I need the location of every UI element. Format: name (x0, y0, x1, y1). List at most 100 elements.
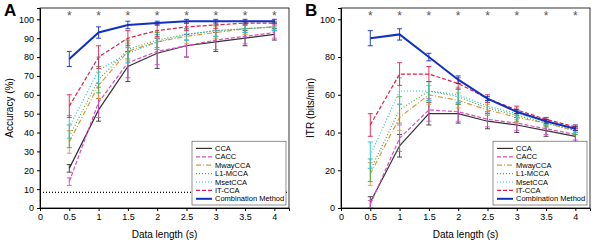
error-bar-cap (368, 30, 373, 31)
y-tick: 0 (330, 203, 341, 213)
x-tick: 3.5 (540, 208, 553, 222)
error-bar-cap (397, 40, 402, 41)
error-bar-cap (514, 130, 519, 131)
error-bar-stem (245, 25, 246, 33)
series (67, 27, 277, 185)
error-bar-cap (125, 30, 130, 31)
error-bar-cap (456, 123, 461, 124)
y-tick-label: 60 (24, 90, 34, 100)
x-tick-label: 1 (398, 212, 403, 222)
x-tick: 1 (398, 208, 403, 222)
error-bar-cap (397, 151, 402, 152)
error-bar-cap (514, 106, 519, 107)
x-tick: 3 (515, 208, 520, 222)
y-tick-mark (37, 189, 40, 190)
figure: 00.511.522.533.540102030405060708090100D… (0, 0, 602, 248)
error-bar-cap (213, 38, 218, 39)
y-tick-label: 90 (24, 34, 34, 44)
y-tick: 60 (24, 90, 40, 100)
error-bar-cap (573, 126, 578, 127)
error-bar-cap (544, 124, 549, 125)
y-tick-label: 80 (24, 52, 34, 62)
error-bar-cap (155, 36, 160, 37)
error-bar-cap (544, 136, 549, 137)
error-bar-cap (368, 196, 373, 197)
annotation: * (456, 9, 461, 23)
y-tick: 20 (325, 166, 341, 176)
y-tick-mark (338, 208, 341, 209)
y-tick-label: 40 (325, 128, 335, 138)
y-axis-title: ITR (bits/min) (305, 78, 316, 138)
error-bar-cap (426, 124, 431, 125)
y-tick-mark (37, 133, 40, 134)
x-tick-mark (274, 208, 275, 211)
error-bar-cap (514, 132, 519, 133)
error-bar-cap (272, 24, 277, 25)
error-bar-cap (485, 113, 490, 114)
x-tick: 0.5 (365, 208, 378, 222)
x-tick: 2 (456, 208, 461, 222)
error-bar-cap (125, 81, 130, 82)
error-bar-cap (485, 94, 490, 95)
x-tick-label: 0 (339, 212, 344, 222)
legend-label: Combination Method (516, 194, 585, 203)
error-bar-cap (456, 89, 461, 90)
annotation: * (213, 9, 218, 23)
legend: CCACACCMwayCCAL1-MCCAMsetCCAIT-CCACombin… (493, 141, 587, 205)
x-tick-mark (99, 208, 100, 211)
y-tick-mark (37, 19, 40, 20)
series (368, 29, 578, 131)
error-bar-cap (426, 66, 431, 67)
error-bar-cap (426, 100, 431, 101)
y-tick: 50 (24, 109, 40, 119)
error-bar-stem (127, 44, 128, 63)
y-tick-label: 0 (29, 203, 34, 213)
error-bar-cap (544, 123, 549, 124)
x-tick-label: 2.5 (482, 212, 495, 222)
error-bar-cap (426, 100, 431, 101)
x-tick: 2 (155, 208, 160, 222)
legend-swatch (497, 165, 513, 166)
error-bar-cap (213, 36, 218, 37)
x-tick-label: 0.5 (365, 212, 378, 222)
legend-box (493, 141, 587, 205)
error-bar-cap (184, 57, 189, 58)
y-tick-label: 60 (325, 90, 335, 100)
error-bar-cap (485, 111, 490, 112)
x-tick-label: 0 (38, 212, 43, 222)
error-bar-cap (368, 141, 373, 142)
error-bar (67, 51, 72, 66)
error-bar-cap (485, 111, 490, 112)
y-tick: 10 (24, 185, 40, 195)
legend-swatch (196, 148, 212, 149)
x-tick-mark (546, 208, 547, 211)
error-bar-cap (544, 134, 549, 135)
error-bar-cap (368, 208, 373, 209)
y-tick-mark (37, 38, 40, 39)
error-bar-stem (245, 25, 246, 33)
x-tick-label: 4 (573, 212, 578, 222)
y-tick-mark (37, 208, 40, 209)
x-axis: 00.511.522.533.54 (339, 208, 591, 222)
x-tick: 2.5 (181, 208, 194, 222)
error-bar-cap (426, 60, 431, 61)
error-bar-cap (397, 123, 402, 124)
series-line (370, 34, 575, 128)
annotation: * (272, 9, 277, 23)
error-bar-cap (426, 81, 431, 82)
error-bar-cap (544, 123, 549, 124)
error-bar-cap (96, 83, 101, 84)
error-bar-cap (573, 134, 578, 135)
error-bar-cap (573, 126, 578, 127)
error-bar-cap (368, 168, 373, 169)
error-bar-cap (485, 113, 490, 114)
error-bar-cap (243, 23, 248, 24)
y-tick: 40 (24, 128, 40, 138)
error-bar-cap (155, 64, 160, 65)
x-tick-label: 3.5 (540, 212, 553, 222)
error-bar-cap (67, 51, 72, 52)
legend-box (192, 141, 286, 205)
error-bar-cap (573, 134, 578, 135)
error-bar-cap (213, 36, 218, 37)
error-bar-cap (243, 24, 248, 25)
